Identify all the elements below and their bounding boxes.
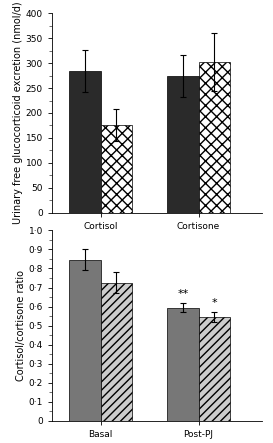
Bar: [101, 125, 132, 213]
Y-axis label: Urinary free glucocorticoid excretion (nmol/d): Urinary free glucocorticoid excretion (n…: [13, 2, 23, 224]
Y-axis label: Cortisol/cortisone ratio: Cortisol/cortisone ratio: [16, 270, 26, 381]
Bar: [167, 307, 198, 421]
Bar: [198, 62, 230, 213]
Text: **: **: [177, 288, 189, 299]
Bar: [69, 70, 101, 213]
Bar: [101, 283, 132, 421]
Text: *: *: [211, 298, 217, 308]
Bar: [198, 317, 230, 421]
Bar: [69, 260, 101, 421]
Bar: [167, 76, 198, 213]
